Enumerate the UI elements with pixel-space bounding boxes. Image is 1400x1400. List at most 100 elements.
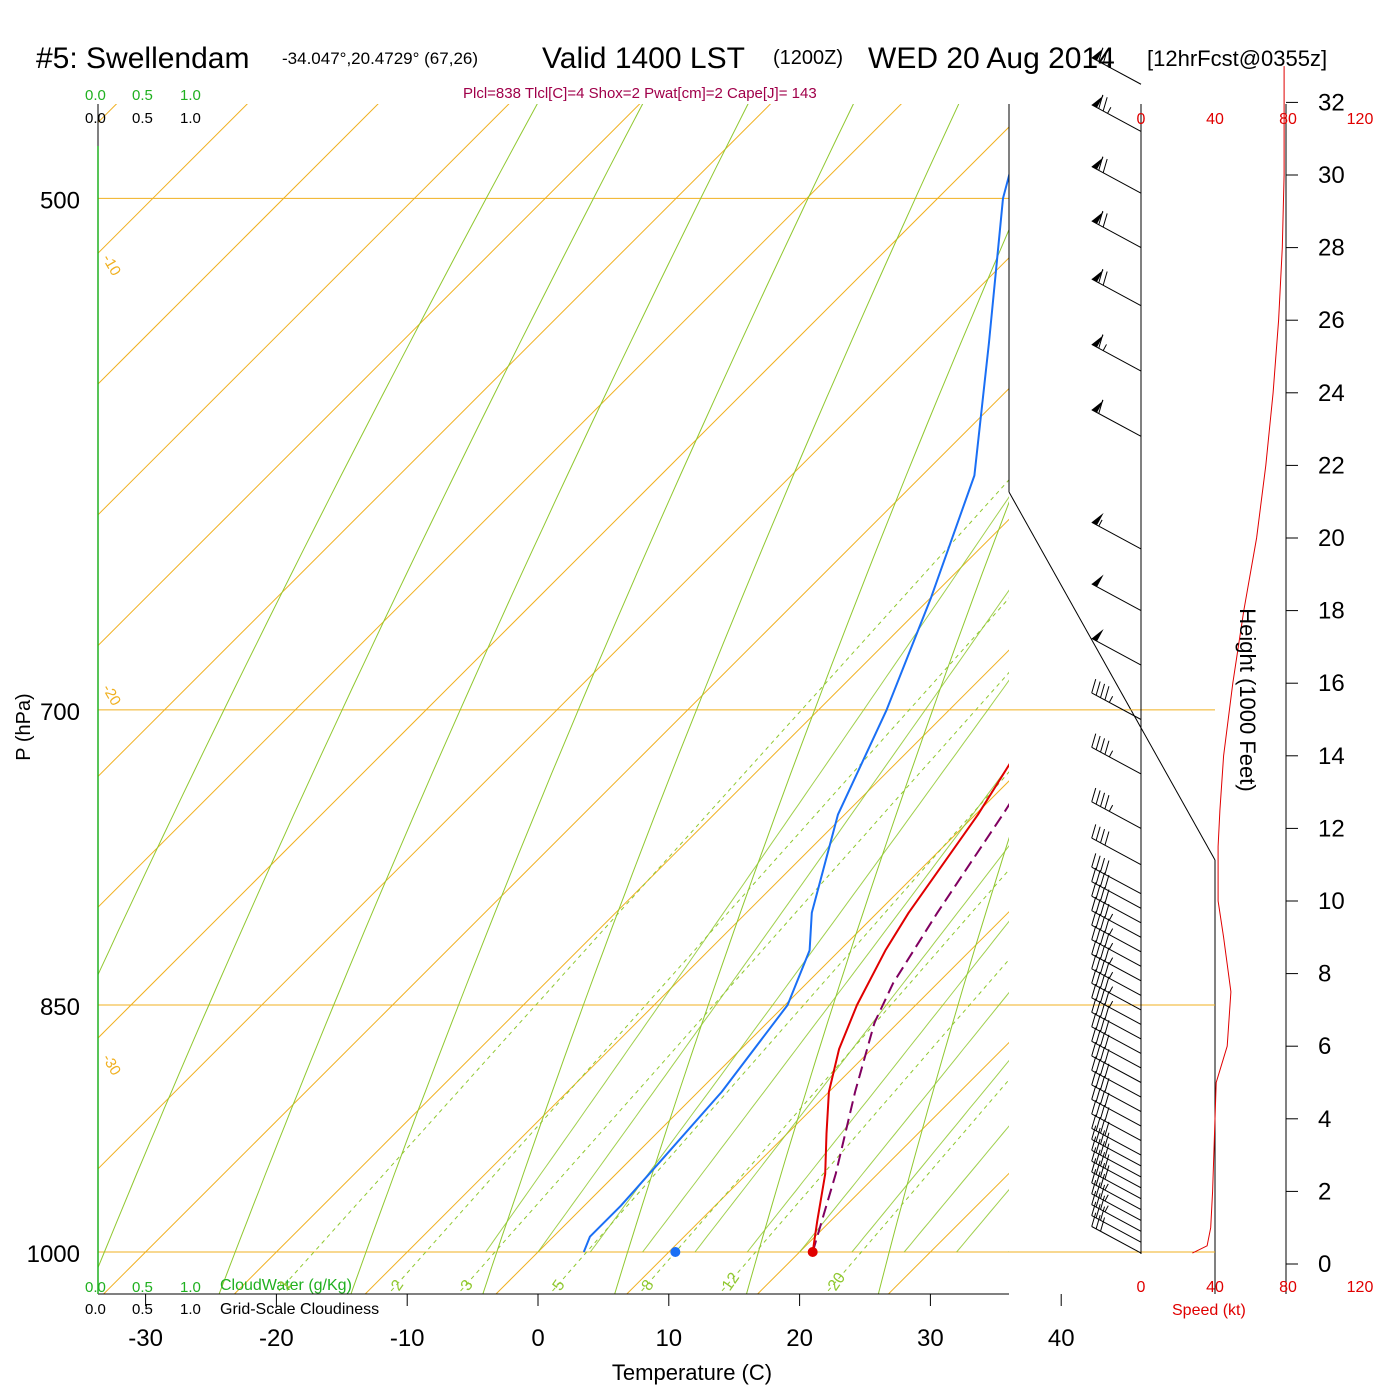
wind-barb-feather bbox=[1095, 957, 1101, 972]
wind-barb-feather bbox=[1100, 1032, 1106, 1047]
wind-barb-staff bbox=[1091, 638, 1142, 666]
wind-barb-23 bbox=[1091, 911, 1142, 953]
isotherm-0 bbox=[495, 780, 1009, 1294]
wind-barb-staff bbox=[1091, 1182, 1142, 1210]
wind-barb-feather bbox=[1104, 740, 1110, 755]
wind-barb-13 bbox=[1091, 1056, 1142, 1098]
wind-barb-9 bbox=[1091, 1114, 1142, 1156]
wind-barb-feather bbox=[1095, 1102, 1101, 1117]
temperature-tick-label-10: 10 bbox=[655, 1325, 682, 1352]
wind-barb-feather bbox=[1095, 855, 1101, 870]
wind-speed-axis-title: Speed (kt) bbox=[1172, 1302, 1246, 1319]
temperature-tick-label-0: 0 bbox=[531, 1325, 544, 1352]
wind-barb-feather bbox=[1091, 1027, 1097, 1042]
cloud-water-bottom-1: 0.5 bbox=[132, 1279, 153, 1296]
wind-barb-staff bbox=[1091, 104, 1142, 132]
wind-barb-staff bbox=[1091, 692, 1142, 720]
isotherm--60 bbox=[98, 104, 902, 908]
wind-barb-18 bbox=[1091, 983, 1142, 1025]
wind-barb-29 bbox=[1091, 787, 1142, 829]
wind-barb-staff bbox=[1091, 1084, 1142, 1112]
wind-barb-feather bbox=[1104, 903, 1110, 918]
wind-barb-feather bbox=[1100, 1046, 1106, 1061]
mixing-ratio-line-2 bbox=[387, 597, 1009, 1294]
dewpoint-trace bbox=[582, 171, 1009, 1253]
wind-barb-feather bbox=[1100, 1104, 1106, 1119]
wind-barb-30 bbox=[1091, 733, 1142, 775]
height-tick-label-24: 24 bbox=[1318, 380, 1345, 407]
wind-barb-feather bbox=[1100, 901, 1106, 916]
wind-barb-staff bbox=[1091, 1069, 1142, 1098]
wind-barb-staff bbox=[1091, 910, 1142, 938]
wind-barb-31 bbox=[1091, 679, 1142, 720]
pressure-tick-label-500: 500 bbox=[40, 187, 80, 214]
wind-barb-staff bbox=[1091, 1149, 1142, 1178]
wind-barb-feather bbox=[1091, 1114, 1097, 1129]
wind-barb-half-feather bbox=[1104, 1183, 1109, 1191]
wind-barb-staff bbox=[1091, 1215, 1142, 1243]
wind-barb-pennant bbox=[1091, 512, 1104, 526]
wind-barb-staff bbox=[1091, 837, 1142, 866]
wind-barb-12 bbox=[1091, 1071, 1142, 1112]
wind-barb-half-feather bbox=[1102, 344, 1107, 351]
wind-barb-24 bbox=[1091, 896, 1142, 938]
cloudiness-bottom-0: 0.0 bbox=[85, 1301, 106, 1318]
wind-barb-feather bbox=[1104, 947, 1110, 962]
wind-barb-feather bbox=[1091, 1012, 1097, 1027]
wind-barb-feather bbox=[1095, 735, 1101, 750]
moist-adiabat-8 bbox=[642, 765, 1009, 1253]
wind-barb-half-feather bbox=[1108, 986, 1114, 994]
cloudiness-bottom-2: 1.0 bbox=[180, 1301, 201, 1318]
wind-barb-feather bbox=[1095, 928, 1101, 943]
isotherm--90 bbox=[98, 104, 510, 516]
wind-barb-feather bbox=[1100, 1162, 1106, 1177]
wind-barb-feather bbox=[1100, 1017, 1106, 1032]
wind-barb-20 bbox=[1091, 954, 1142, 996]
height-tick-label-28: 28 bbox=[1318, 235, 1345, 262]
wind-barb-staff bbox=[1091, 1099, 1142, 1127]
cloudiness-top-0: 0.0 bbox=[85, 110, 106, 127]
wind-barb-feather bbox=[1095, 790, 1101, 805]
wind-barb-pennant bbox=[1091, 574, 1104, 587]
height-tick-label-8: 8 bbox=[1318, 961, 1331, 988]
wind-barb-feather bbox=[1100, 974, 1106, 989]
wind-barb-staff bbox=[1091, 1040, 1142, 1069]
wind-barb-feather bbox=[1095, 1087, 1101, 1102]
x-axis-title: Temperature (C) bbox=[612, 1360, 772, 1385]
y-axis-title: P (hPa) bbox=[13, 693, 35, 760]
wind-barb-feather bbox=[1091, 1158, 1097, 1173]
wind-barb-feather bbox=[1091, 679, 1097, 694]
wind-barb-staff bbox=[1091, 982, 1142, 1011]
temperature-tick-label--30: -30 bbox=[128, 1325, 163, 1352]
cloudiness-bottom-1: 0.5 bbox=[132, 1301, 153, 1318]
wind-barb-feather bbox=[1102, 49, 1108, 64]
cloud-water-title: CloudWater (g/Kg) bbox=[220, 1277, 352, 1294]
wind-barb-half-feather bbox=[1108, 750, 1114, 758]
wind-barb-staff bbox=[1091, 220, 1142, 249]
wind-barb-feather bbox=[1102, 271, 1108, 286]
wind-barb-feather bbox=[1095, 1214, 1101, 1230]
wind-barb-feather bbox=[1091, 824, 1097, 839]
wind-barb-feather bbox=[1091, 940, 1097, 955]
wind-barb-feather bbox=[1100, 1075, 1106, 1090]
wind-barb-feather bbox=[1104, 1005, 1110, 1020]
wind-barb-37 bbox=[1091, 268, 1142, 307]
height-tick-label-30: 30 bbox=[1318, 162, 1345, 189]
wind-barb-feather bbox=[1104, 1034, 1110, 1049]
dry-adiabat-300 bbox=[877, 836, 1009, 1294]
wind-barb-feather bbox=[1100, 683, 1106, 698]
mixing-ratio-line-1 bbox=[275, 479, 1009, 1294]
wind-barb-27 bbox=[1091, 853, 1142, 895]
wind-barb-staff bbox=[1091, 895, 1142, 924]
isotherm--10 bbox=[364, 649, 1009, 1294]
wind-barb-feather bbox=[1091, 787, 1097, 802]
indices-line: Plcl=838 Tlcl[C]=4 Shox=2 Pwat[cm]=2 Cap… bbox=[463, 85, 817, 102]
height-tick-label-22: 22 bbox=[1318, 452, 1345, 479]
wind-barb-feather bbox=[1104, 1165, 1110, 1180]
wind-barb-feather bbox=[1095, 884, 1101, 899]
wind-barb-staff bbox=[1091, 953, 1142, 982]
wind-barb-feather bbox=[1091, 1190, 1097, 1205]
wind-barb-staff bbox=[1091, 997, 1142, 1025]
wind-barb-feather bbox=[1104, 831, 1110, 846]
wind-barb-21 bbox=[1091, 940, 1142, 982]
